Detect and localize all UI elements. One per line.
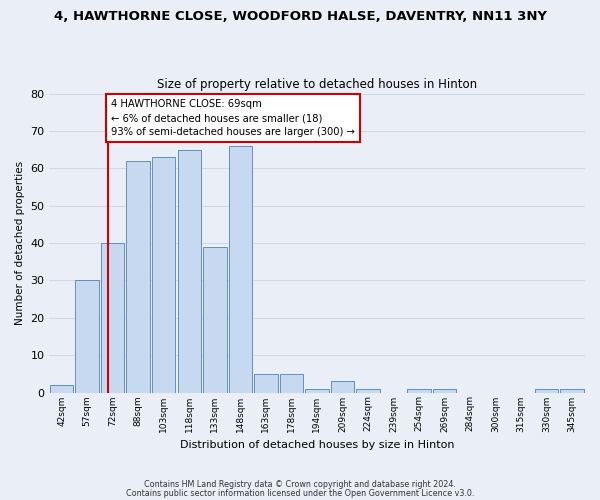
X-axis label: Distribution of detached houses by size in Hinton: Distribution of detached houses by size … [179,440,454,450]
Bar [229,146,252,392]
Bar [152,157,175,392]
Bar [203,247,227,392]
Text: Contains public sector information licensed under the Open Government Licence v3: Contains public sector information licen… [126,488,474,498]
Bar [356,389,380,392]
Bar [331,382,354,392]
Bar [433,389,457,392]
Bar [535,389,559,392]
Bar [560,389,584,392]
Bar [178,150,201,392]
Bar [101,243,124,392]
Bar [305,389,329,392]
Bar [407,389,431,392]
Bar [50,385,73,392]
Bar [280,374,303,392]
Y-axis label: Number of detached properties: Number of detached properties [15,161,25,325]
Text: 4 HAWTHORNE CLOSE: 69sqm
← 6% of detached houses are smaller (18)
93% of semi-de: 4 HAWTHORNE CLOSE: 69sqm ← 6% of detache… [112,99,355,137]
Text: 4, HAWTHORNE CLOSE, WOODFORD HALSE, DAVENTRY, NN11 3NY: 4, HAWTHORNE CLOSE, WOODFORD HALSE, DAVE… [53,10,547,23]
Text: Contains HM Land Registry data © Crown copyright and database right 2024.: Contains HM Land Registry data © Crown c… [144,480,456,489]
Bar [127,161,150,392]
Title: Size of property relative to detached houses in Hinton: Size of property relative to detached ho… [157,78,477,91]
Bar [76,280,99,392]
Bar [254,374,278,392]
